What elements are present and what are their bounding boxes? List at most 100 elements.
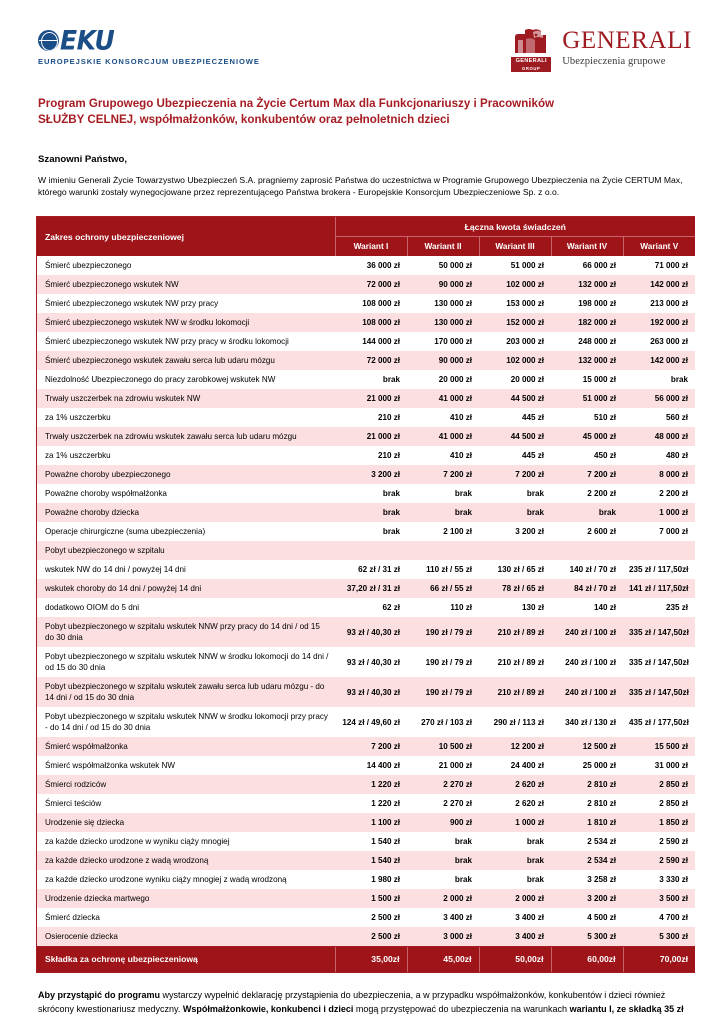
row-value-variant-1: 1 980 zł <box>335 870 407 889</box>
row-value-variant-1: brak <box>335 370 407 389</box>
row-value-variant-3: 1 000 zł <box>479 813 551 832</box>
eku-logo: EKU EUROPEJSKIE KONSORCJUM UBEZPIECZENIO… <box>38 27 260 66</box>
row-value-variant-1: brak <box>335 522 407 541</box>
row-value-variant-5: 141 zł / 117,50zł <box>623 579 696 598</box>
table-row: Pobyt ubezpieczonego w szpitalu wskutek … <box>37 617 696 647</box>
column-header-variant-4: Wariant IV <box>551 236 624 256</box>
row-value-variant-2 <box>407 541 479 560</box>
row-value-variant-2: 3 000 zł <box>407 927 479 947</box>
row-value-variant-3: 2 620 zł <box>479 775 551 794</box>
table-row: Śmierć współmałżonka 7 200 zł 10 500 zł 12 … <box>37 737 696 756</box>
row-value-variant-5: 480 zł <box>623 446 696 465</box>
row-label: Śmierć ubezpieczonego wskutek NW w środk… <box>37 313 335 332</box>
row-value-variant-5: 2 850 zł <box>623 794 696 813</box>
row-value-variant-5: 335 zł / 147,50zł <box>623 677 696 707</box>
row-label: Śmierć współmałżonka <box>37 737 335 756</box>
row-label: Poważne choroby dziecka <box>37 503 335 522</box>
generali-badge: GENERALI GROUP <box>511 57 552 72</box>
row-value-variant-5 <box>623 541 696 560</box>
footer-note: Aby przystąpić do programu wystarczy wyp… <box>38 989 688 1016</box>
row-value-variant-3: 51 000 zł <box>479 256 551 275</box>
row-value-variant-1: 93 zł / 40,30 zł <box>335 677 407 707</box>
premium-value-variant-1: 35,00zł <box>334 946 407 972</box>
table-row: wskutek NW do 14 dni / powyżej 14 dni 62 … <box>37 560 696 579</box>
row-value-variant-4: 240 zł / 100 zł <box>551 617 623 647</box>
table-row: Niezdolność Ubezpieczonego do pracy zaro… <box>37 370 696 389</box>
row-value-variant-5: 2 200 zł <box>623 484 696 503</box>
row-value-variant-1: 1 100 zł <box>335 813 407 832</box>
row-value-variant-3: 2 620 zł <box>479 794 551 813</box>
row-value-variant-4: 140 zł / 70 zł <box>551 560 623 579</box>
row-value-variant-1: 62 zł <box>335 598 407 617</box>
page-title-line-1: Program Grupowego Ubezpieczenia na Życie… <box>38 97 555 110</box>
column-header-variant-3: Wariant III <box>479 236 552 256</box>
premium-value-variant-4: 60,00zł <box>550 946 623 972</box>
row-value-variant-5: brak <box>623 370 696 389</box>
row-value-variant-3: 130 zł / 65 zł <box>479 560 551 579</box>
footer-bold-3: wariantu I, ze składką 35 zł <box>569 1003 684 1014</box>
row-label: Urodzenie się dziecka <box>37 813 335 832</box>
table-row: za każde dziecko urodzone z wadą wrodzon… <box>37 851 696 870</box>
row-label: Osierocenie dziecka <box>37 927 335 947</box>
row-value-variant-5: 7 000 zł <box>623 522 696 541</box>
row-value-variant-5: 560 zł <box>623 408 696 427</box>
row-label: za 1% uszczerbku <box>37 446 335 465</box>
table-row: Śmierci rodziców 1 220 zł 2 270 zł 2 620 zł… <box>37 775 696 794</box>
row-value-variant-5: 2 850 zł <box>623 775 696 794</box>
row-label: Śmierć ubezpieczonego wskutek zawału ser… <box>37 351 335 370</box>
table-row: Trwały uszczerbek na zdrowiu wskutek NW 2… <box>37 389 696 408</box>
row-value-variant-4: 12 500 zł <box>551 737 623 756</box>
row-value-variant-4: 51 000 zł <box>551 389 623 408</box>
table-row: za 1% uszczerbku 210 zł 410 zł 445 zł 450 zł… <box>37 446 696 465</box>
row-label: Poważne choroby współmałżonka <box>37 484 335 503</box>
row-value-variant-1: 93 zł / 40,30 zł <box>335 647 407 677</box>
row-value-variant-4: 2 200 zł <box>551 484 623 503</box>
row-value-variant-5: 71 000 zł <box>623 256 696 275</box>
row-value-variant-5: 3 330 zł <box>623 870 696 889</box>
generali-tagline: Ubezpieczenia grupowe <box>562 56 666 67</box>
row-value-variant-3: brak <box>479 870 551 889</box>
row-label: wskutek NW do 14 dni / powyżej 14 dni <box>37 560 335 579</box>
row-value-variant-4: 340 zł / 130 zł <box>551 707 623 737</box>
row-value-variant-4: 3 258 zł <box>551 870 623 889</box>
row-value-variant-3: 12 200 zł <box>479 737 551 756</box>
table-row: Pobyt ubezpieczonego w szpitalu wskutek … <box>37 707 696 737</box>
row-label: Śmierci rodziców <box>37 775 335 794</box>
row-label: Pobyt ubezpieczonego w szpitalu wskutek … <box>37 617 335 647</box>
row-value-variant-3: 78 zł / 65 zł <box>479 579 551 598</box>
row-value-variant-3: brak <box>479 503 551 522</box>
row-value-variant-4: 450 zł <box>551 446 623 465</box>
row-value-variant-2: 3 400 zł <box>407 908 479 927</box>
row-value-variant-2: 7 200 zł <box>407 465 479 484</box>
row-value-variant-5: 15 500 zł <box>623 737 696 756</box>
footer-bold-2: Współmałżonkowie, konkubenci i dzieci <box>182 1003 354 1014</box>
row-value-variant-2: 2 270 zł <box>407 794 479 813</box>
generali-badge-subtext: GROUP <box>522 66 541 71</box>
table-row: za 1% uszczerbku 210 zł 410 zł 445 zł 510 zł… <box>37 408 696 427</box>
eku-logo-top: EKU <box>38 27 115 54</box>
row-value-variant-5: 2 590 zł <box>623 832 696 851</box>
row-value-variant-5: 5 300 zł <box>623 927 696 947</box>
row-value-variant-5: 213 000 zł <box>623 294 696 313</box>
row-value-variant-3: 152 000 zł <box>479 313 551 332</box>
row-value-variant-1: 2 500 zł <box>335 927 407 947</box>
row-value-variant-1: 1 220 zł <box>335 775 407 794</box>
row-value-variant-4 <box>551 541 623 560</box>
row-value-variant-3: brak <box>479 832 551 851</box>
table-row: Operacje chirurgiczne (suma ubezpieczeni… <box>37 522 696 541</box>
row-value-variant-4: 510 zł <box>551 408 623 427</box>
intro-paragraph: W imieniu Generali Życie Towarzystwo Ube… <box>38 175 683 197</box>
premium-value-variant-5: 70,00zł <box>622 946 696 972</box>
premium-value-variant-3: 50,00zł <box>478 946 551 972</box>
row-value-variant-4: 45 000 zł <box>551 427 623 446</box>
row-value-variant-2: brak <box>407 851 479 870</box>
table-row: Poważne choroby współmałżonka brak brak bra… <box>37 484 696 503</box>
row-value-variant-5: 142 000 zł <box>623 275 696 294</box>
row-value-variant-4: 240 zł / 100 zł <box>551 677 623 707</box>
row-value-variant-5: 8 000 zł <box>623 465 696 484</box>
column-header-variant-5: Wariant V <box>623 236 696 256</box>
generali-mark: GENERALI GROUP <box>509 26 553 72</box>
generali-wordmark: GENERALI <box>562 27 692 54</box>
row-value-variant-1 <box>335 541 407 560</box>
